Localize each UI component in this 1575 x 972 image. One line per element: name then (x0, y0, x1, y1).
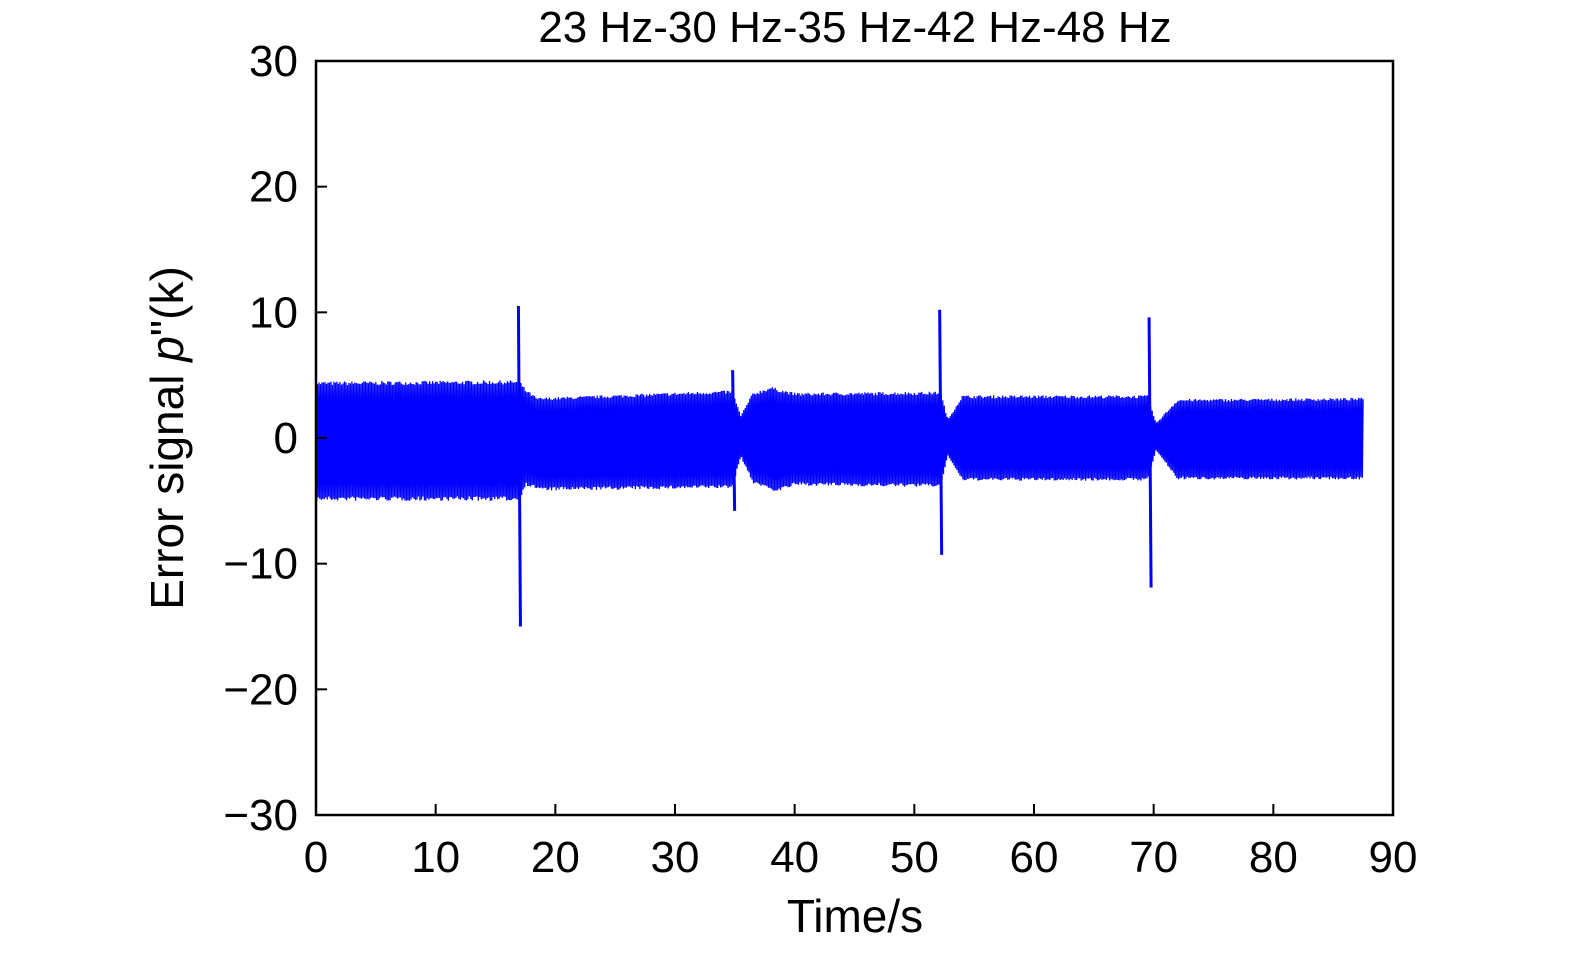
y-tick-label: −10 (223, 540, 298, 589)
x-tick-label: 80 (1249, 833, 1298, 882)
y-axis-title-suffix: "(k) (141, 266, 193, 336)
transient-spike (938, 309, 944, 555)
y-axis: 30 20 10 0 −10 −20 −30 (223, 37, 327, 840)
y-tick-label: 20 (249, 163, 298, 212)
x-tick-label: 20 (531, 833, 580, 882)
x-tick-label: 60 (1010, 833, 1059, 882)
y-axis-title-variable: p (141, 336, 193, 364)
chart-title: 23 Hz-30 Hz-35 Hz-42 Hz-48 Hz (538, 3, 1171, 52)
plot-area (315, 306, 1364, 627)
x-axis: 0 10 20 30 40 50 60 70 80 90 (304, 804, 1418, 882)
y-tick-label: 0 (274, 414, 298, 463)
x-tick-label: 40 (770, 833, 819, 882)
y-tick-label: −20 (223, 665, 298, 714)
y-tick-label: 10 (249, 288, 298, 337)
x-tick-label: 90 (1369, 833, 1418, 882)
x-tick-label: 30 (651, 833, 700, 882)
x-tick-label: 50 (890, 833, 939, 882)
x-tick-label: 70 (1129, 833, 1178, 882)
x-tick-label: 0 (304, 833, 328, 882)
y-tick-label: 30 (249, 37, 298, 86)
y-axis-title-prefix: Error signal (141, 362, 193, 610)
x-axis-title: Time/s (787, 890, 923, 942)
transient-spike (731, 370, 737, 511)
transient-spike (516, 306, 522, 627)
y-axis-title: Error signal p"(k) (141, 266, 193, 610)
error-signal-series (315, 380, 1364, 501)
spikes-group (516, 306, 1153, 627)
y-tick-label: −30 (223, 791, 298, 840)
x-tick-label: 10 (411, 833, 460, 882)
transient-spike (1147, 317, 1153, 588)
